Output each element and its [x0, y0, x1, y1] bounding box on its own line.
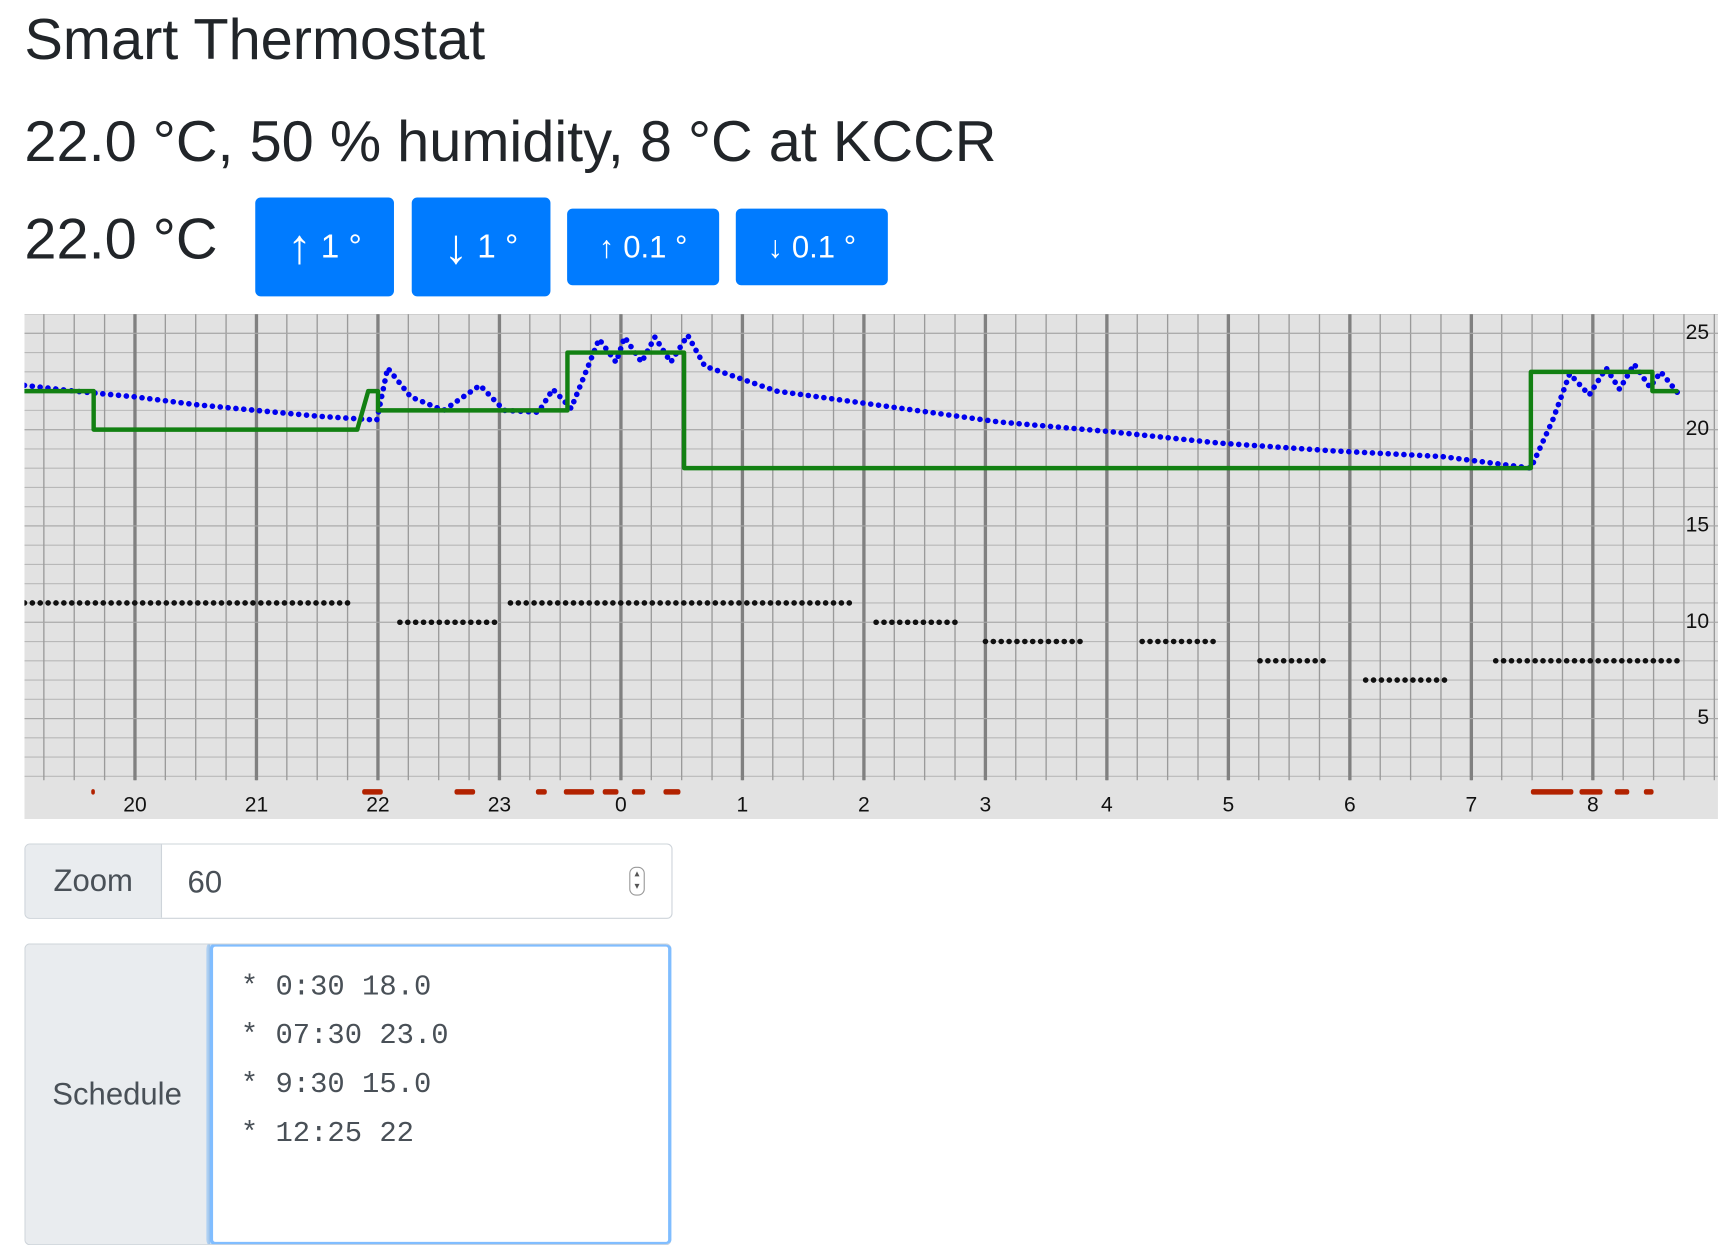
heating-interval: [631, 789, 646, 795]
x-tick-label: 7: [1465, 793, 1477, 816]
heating-interval: [91, 789, 95, 795]
heating-interval: [563, 789, 595, 795]
button-down-0-1[interactable]: ↓ 0.1 °: [735, 208, 888, 286]
schedule-line: * 9:30 15.0: [240, 1067, 432, 1101]
arrow: ↓: [443, 219, 469, 274]
x-tick-label: 23: [488, 793, 511, 816]
schedule-line: * 07:30 23.0: [240, 1018, 449, 1053]
spinner[interactable]: ▴ ▾: [629, 866, 645, 896]
series-line: [24, 600, 1681, 683]
chart-background: [24, 314, 1718, 820]
x-tick-label: 1: [737, 793, 749, 816]
x-tick-label: 8: [1587, 793, 1599, 816]
series-line: [24, 332, 1681, 471]
series-line: [24, 350, 1679, 471]
heating-interval: [663, 789, 681, 795]
button-label: 0.1 °: [791, 229, 857, 264]
heating-interval: [362, 789, 383, 795]
y-tick-label: 20: [1686, 417, 1709, 440]
arrow: ↑: [287, 219, 312, 274]
y-tick-label: 15: [1686, 514, 1709, 537]
x-tick-label: 2: [858, 793, 870, 816]
schedule-textarea[interactable]: * 0:30 18.0 * 07:30 23.0 * 9:30 15.0 * 12:2…: [209, 944, 672, 1245]
x-tick-label: 22: [366, 793, 389, 816]
button-up-0-1[interactable]: ↑ 0.1 °: [567, 208, 720, 286]
schedule-group: Schedule * 0:30 18.0 * 07:30 23.0 * 9:30 1…: [24, 943, 672, 1246]
page-title: Smart Thermostat: [24, 7, 486, 73]
status-text: 22.0 °C, 50 % humidity, 8 °C at KCCR: [24, 109, 997, 175]
schedule-label: Schedule: [25, 944, 210, 1245]
y-tick-label: 5: [1697, 706, 1709, 729]
schedule-line: * 12:25 22: [240, 1116, 414, 1150]
x-tick-label: 5: [1223, 793, 1235, 816]
heating-interval: [454, 789, 476, 795]
heating-interval: [602, 789, 619, 795]
schedule-lines: * 0:30 18.0 * 07:30 23.0 * 9:30 15.0 * 12:2…: [241, 962, 449, 1157]
arrow: ↓: [767, 229, 784, 264]
x-tick-label: 20: [123, 793, 146, 816]
heating-interval: [535, 789, 547, 795]
heating-interval: [1643, 789, 1654, 795]
zoom-group: Zoom 60 ▴ ▾: [24, 843, 673, 919]
x-tick-label: 4: [1101, 793, 1113, 816]
button-up-1[interactable]: ↑ 1 °: [255, 197, 394, 297]
zoom-label: Zoom: [25, 844, 163, 918]
x-tick-label: 0: [615, 793, 627, 816]
heating-interval: [1579, 789, 1603, 795]
setpoint-value: 22.0 °C: [24, 207, 218, 272]
x-tick-label: 3: [980, 793, 992, 816]
zoom-input[interactable]: 60: [187, 864, 223, 899]
button-label: 0.1 °: [623, 229, 688, 264]
arrow: ↑: [598, 229, 615, 264]
button-down-1[interactable]: ↓ 1 °: [411, 197, 551, 297]
heating-interval: [1530, 789, 1574, 795]
button-label: 1 °: [320, 228, 362, 265]
y-tick-label: 25: [1686, 321, 1709, 344]
x-tick-label: 6: [1344, 793, 1356, 816]
button-label: 1 °: [477, 228, 519, 265]
schedule-line: * 0:30 18.0: [240, 969, 432, 1004]
x-tick-label: 21: [245, 793, 268, 816]
heating-interval: [1614, 789, 1630, 795]
y-tick-label: 10: [1686, 610, 1709, 633]
